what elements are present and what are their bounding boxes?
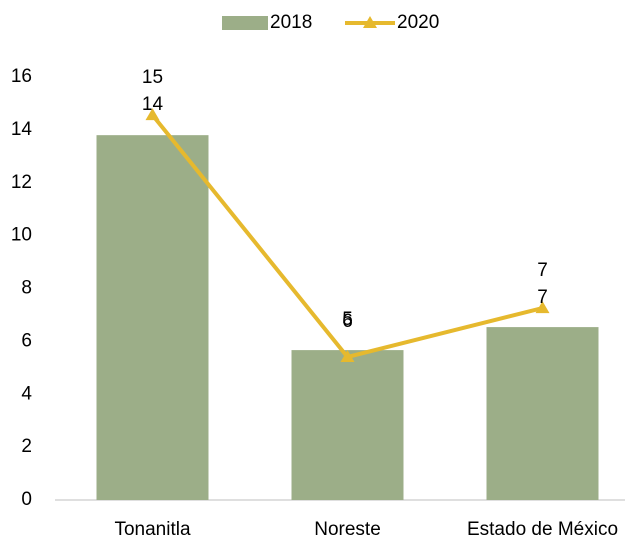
y-tick-label: 0 xyxy=(21,489,32,510)
data-label: 7 xyxy=(537,287,548,308)
y-tick-label: 14 xyxy=(11,119,33,140)
data-label: 6 xyxy=(342,311,353,332)
y-tick-label: 2 xyxy=(21,436,32,457)
bar xyxy=(291,350,404,500)
bar xyxy=(486,327,599,500)
x-tick-label: Estado de México xyxy=(467,519,618,540)
y-tick-label: 6 xyxy=(21,330,32,351)
data-label: 7 xyxy=(537,260,548,281)
y-tick-label: 10 xyxy=(11,225,32,246)
y-tick-label: 16 xyxy=(11,66,32,87)
marker xyxy=(535,301,550,314)
x-tick-label: Tonanitla xyxy=(114,519,190,540)
data-label: 14 xyxy=(142,94,164,115)
bar xyxy=(96,135,209,500)
legend-swatch xyxy=(363,16,377,28)
legend-swatch xyxy=(222,16,268,30)
x-tick-label: Noreste xyxy=(314,519,381,540)
y-tick-label: 8 xyxy=(21,278,32,299)
legend-label: 2018 xyxy=(270,12,312,33)
y-tick-label: 12 xyxy=(11,172,32,193)
marker xyxy=(145,108,160,121)
legend-label: 2020 xyxy=(397,12,439,33)
data-label: 15 xyxy=(142,67,163,88)
marker xyxy=(340,349,355,362)
y-tick-label: 4 xyxy=(21,383,32,404)
data-label: 5 xyxy=(342,309,353,330)
